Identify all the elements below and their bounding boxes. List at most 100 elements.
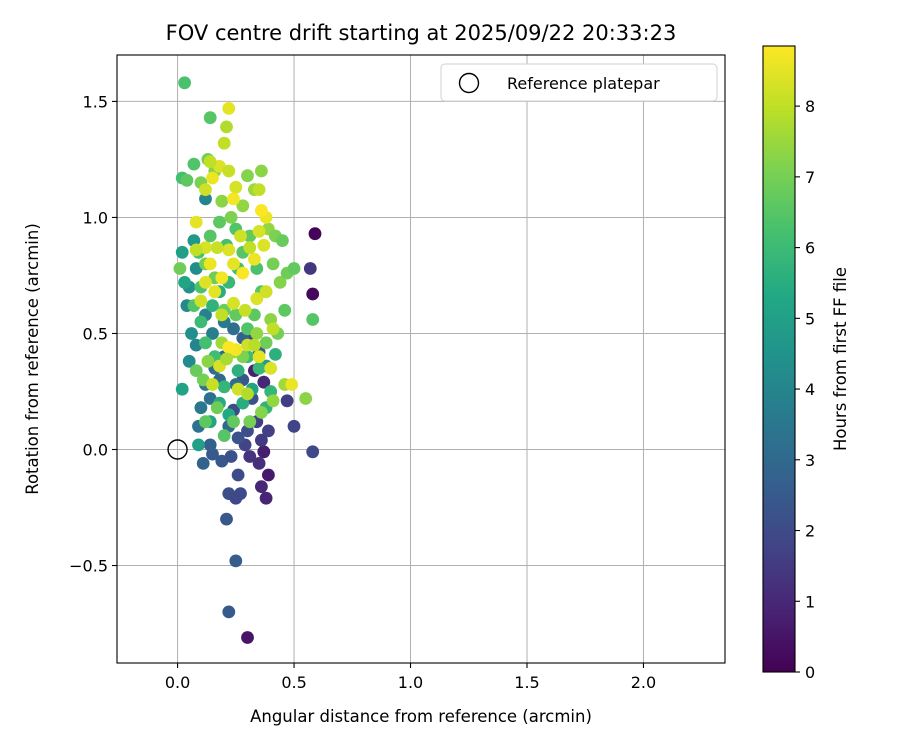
data-point bbox=[250, 292, 264, 306]
data-point bbox=[248, 252, 261, 266]
data-point bbox=[229, 491, 243, 505]
colorbar-tick-label: 8 bbox=[805, 97, 815, 116]
data-point bbox=[252, 350, 266, 364]
data-point bbox=[203, 257, 217, 271]
data-point bbox=[255, 204, 268, 217]
data-point bbox=[269, 348, 282, 361]
data-point bbox=[215, 194, 229, 208]
data-point bbox=[234, 229, 247, 243]
data-point bbox=[206, 327, 219, 340]
data-point bbox=[250, 327, 264, 340]
data-point bbox=[194, 294, 208, 308]
data-point bbox=[264, 361, 278, 375]
data-point bbox=[173, 262, 187, 275]
colorbar-tick-label: 3 bbox=[805, 451, 815, 470]
data-point bbox=[257, 445, 271, 459]
data-point bbox=[196, 457, 210, 470]
data-point bbox=[229, 180, 243, 194]
data-point bbox=[203, 229, 217, 243]
colorbar-tick-label: 0 bbox=[805, 663, 815, 682]
data-point bbox=[252, 361, 266, 375]
data-point bbox=[285, 378, 299, 391]
colorbar-tick-label: 1 bbox=[805, 592, 815, 611]
data-point bbox=[241, 169, 254, 183]
data-point bbox=[306, 313, 320, 326]
colorbar-ticks: 0 1 2 3 4 5 6 7 8 bbox=[795, 97, 815, 682]
colorbar-tick-label: 2 bbox=[805, 522, 815, 541]
data-point bbox=[194, 401, 208, 415]
data-point bbox=[217, 429, 231, 442]
colorbar-tick-label: 4 bbox=[805, 380, 815, 399]
data-point bbox=[201, 354, 215, 368]
colorbar bbox=[762, 45, 796, 673]
data-point bbox=[266, 257, 280, 271]
x-tick-label: 1.5 bbox=[514, 673, 539, 692]
data-point bbox=[255, 480, 268, 493]
data-point bbox=[208, 285, 222, 299]
chart-title: FOV centre drift starting at 2025/09/22 … bbox=[166, 21, 677, 45]
plot-frame bbox=[116, 54, 726, 664]
y-tick-label: −0.5 bbox=[69, 557, 108, 576]
data-point bbox=[222, 164, 236, 178]
data-point bbox=[210, 241, 224, 255]
data-point bbox=[227, 322, 240, 336]
y-axis-label: Rotation from reference (arcmin) bbox=[23, 223, 42, 495]
y-tick-label: 0.0 bbox=[83, 441, 108, 460]
data-point bbox=[222, 243, 236, 257]
data-point bbox=[217, 380, 231, 394]
legend-label: Reference platepar bbox=[507, 74, 660, 93]
data-point bbox=[287, 262, 301, 275]
data-point bbox=[280, 394, 294, 408]
data-point bbox=[299, 392, 313, 405]
data-point bbox=[224, 211, 238, 224]
data-point bbox=[306, 287, 320, 301]
data-point bbox=[257, 375, 271, 389]
data-point bbox=[222, 341, 236, 354]
data-point bbox=[199, 183, 212, 197]
data-point bbox=[199, 336, 212, 350]
legend-box bbox=[440, 63, 718, 102]
colorbar-tick-label: 5 bbox=[805, 309, 815, 328]
data-point bbox=[243, 241, 257, 255]
x-tick-label: 1.0 bbox=[398, 673, 423, 692]
colorbar-tick-label: 6 bbox=[805, 239, 815, 258]
data-point bbox=[252, 225, 266, 238]
data-point bbox=[227, 415, 240, 429]
data-point bbox=[215, 271, 229, 285]
data-point bbox=[259, 336, 273, 350]
data-point bbox=[227, 192, 240, 206]
data-point bbox=[178, 276, 192, 289]
data-point bbox=[224, 450, 238, 463]
data-point bbox=[243, 450, 257, 463]
axis-ticks: 0.0 0.5 1.0 1.5 2.0 −0.5 0.0 0.5 1.0 1.5 bbox=[69, 92, 656, 692]
data-point bbox=[175, 245, 189, 259]
data-point bbox=[231, 468, 245, 482]
data-point bbox=[192, 438, 205, 452]
data-point bbox=[257, 238, 271, 252]
data-point bbox=[266, 322, 280, 336]
data-point bbox=[189, 243, 203, 257]
data-point bbox=[262, 468, 275, 482]
data-point bbox=[175, 382, 189, 396]
data-point bbox=[259, 285, 273, 299]
data-point bbox=[178, 76, 192, 90]
legend: Reference platepar bbox=[440, 63, 718, 102]
y-tick-label: 0.5 bbox=[83, 324, 108, 343]
data-point bbox=[220, 512, 233, 526]
data-point bbox=[248, 338, 261, 352]
x-axis-label: Angular distance from reference (arcmin) bbox=[250, 707, 592, 726]
data-point bbox=[215, 308, 229, 322]
legend-marker bbox=[458, 72, 480, 94]
data-point bbox=[222, 102, 236, 115]
data-point bbox=[189, 364, 203, 377]
data-point bbox=[199, 192, 212, 206]
data-point bbox=[220, 120, 233, 134]
data-point bbox=[199, 415, 212, 429]
data-point bbox=[276, 234, 289, 248]
data-point bbox=[213, 215, 226, 229]
data-point bbox=[266, 394, 280, 408]
x-tick-label: 2.0 bbox=[631, 673, 656, 692]
data-point bbox=[303, 262, 317, 275]
x-tick-label: 0.0 bbox=[165, 673, 190, 692]
data-point bbox=[217, 136, 231, 150]
